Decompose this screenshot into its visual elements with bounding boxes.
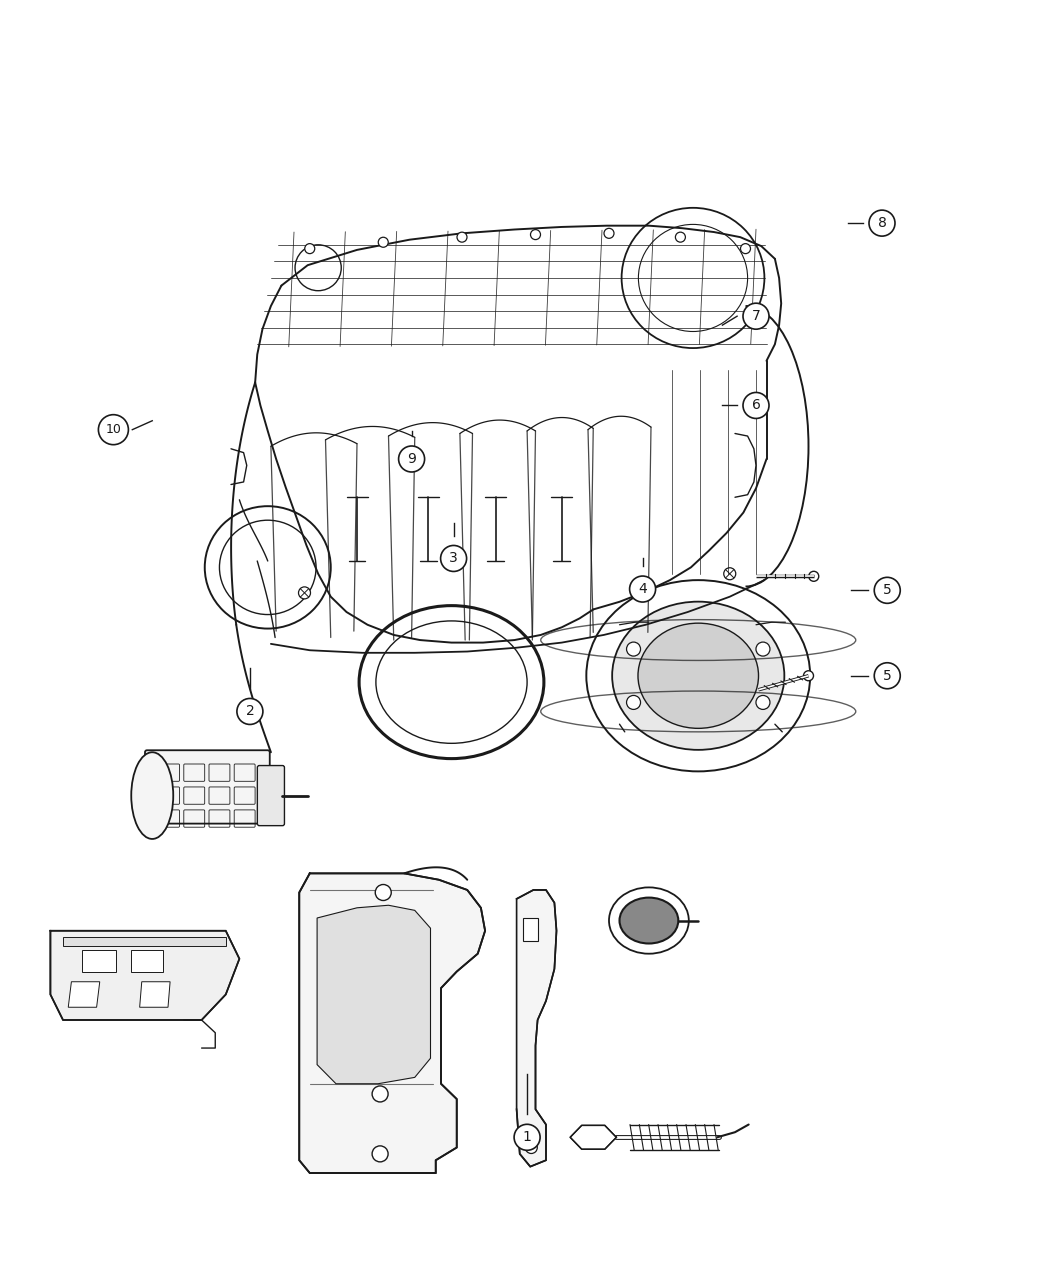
Text: 6: 6 — [752, 399, 760, 412]
Circle shape — [375, 885, 392, 900]
Ellipse shape — [638, 623, 758, 728]
Circle shape — [304, 244, 315, 254]
Text: 5: 5 — [883, 584, 891, 597]
Circle shape — [723, 567, 736, 580]
Circle shape — [675, 232, 686, 242]
Polygon shape — [131, 950, 163, 972]
FancyBboxPatch shape — [257, 765, 285, 826]
Polygon shape — [523, 918, 538, 941]
Polygon shape — [63, 937, 226, 946]
Polygon shape — [140, 982, 170, 1007]
Polygon shape — [82, 950, 116, 972]
Circle shape — [756, 695, 770, 709]
Text: 9: 9 — [407, 453, 416, 465]
FancyBboxPatch shape — [145, 750, 270, 824]
Text: 10: 10 — [105, 423, 122, 436]
Text: 7: 7 — [752, 310, 760, 323]
Circle shape — [875, 578, 900, 603]
Ellipse shape — [620, 898, 678, 944]
Polygon shape — [570, 1126, 616, 1149]
Circle shape — [756, 643, 770, 657]
Polygon shape — [317, 905, 430, 1084]
Polygon shape — [50, 931, 239, 1020]
Circle shape — [808, 571, 819, 581]
Circle shape — [298, 586, 311, 599]
Circle shape — [99, 414, 128, 445]
Polygon shape — [517, 890, 556, 1167]
Text: 3: 3 — [449, 552, 458, 565]
Ellipse shape — [586, 580, 811, 771]
Ellipse shape — [131, 752, 173, 839]
Circle shape — [630, 576, 655, 602]
Circle shape — [372, 1086, 388, 1102]
Circle shape — [514, 1125, 540, 1150]
Circle shape — [627, 643, 640, 657]
Circle shape — [399, 446, 424, 472]
Circle shape — [530, 230, 541, 240]
Circle shape — [237, 699, 262, 724]
Ellipse shape — [612, 602, 784, 750]
Text: 4: 4 — [638, 583, 647, 595]
Text: 5: 5 — [883, 669, 891, 682]
Polygon shape — [68, 982, 100, 1007]
Circle shape — [372, 1146, 388, 1162]
Circle shape — [441, 546, 466, 571]
Circle shape — [875, 663, 900, 688]
Text: 1: 1 — [523, 1131, 531, 1144]
Circle shape — [457, 232, 467, 242]
Circle shape — [378, 237, 388, 247]
Polygon shape — [299, 873, 485, 1173]
Text: 2: 2 — [246, 705, 254, 718]
Circle shape — [743, 303, 769, 329]
Circle shape — [627, 695, 640, 709]
Circle shape — [803, 671, 814, 681]
Circle shape — [743, 393, 769, 418]
Circle shape — [740, 244, 751, 254]
Circle shape — [869, 210, 895, 236]
Circle shape — [525, 1141, 538, 1154]
Circle shape — [604, 228, 614, 238]
Text: 8: 8 — [878, 217, 886, 230]
